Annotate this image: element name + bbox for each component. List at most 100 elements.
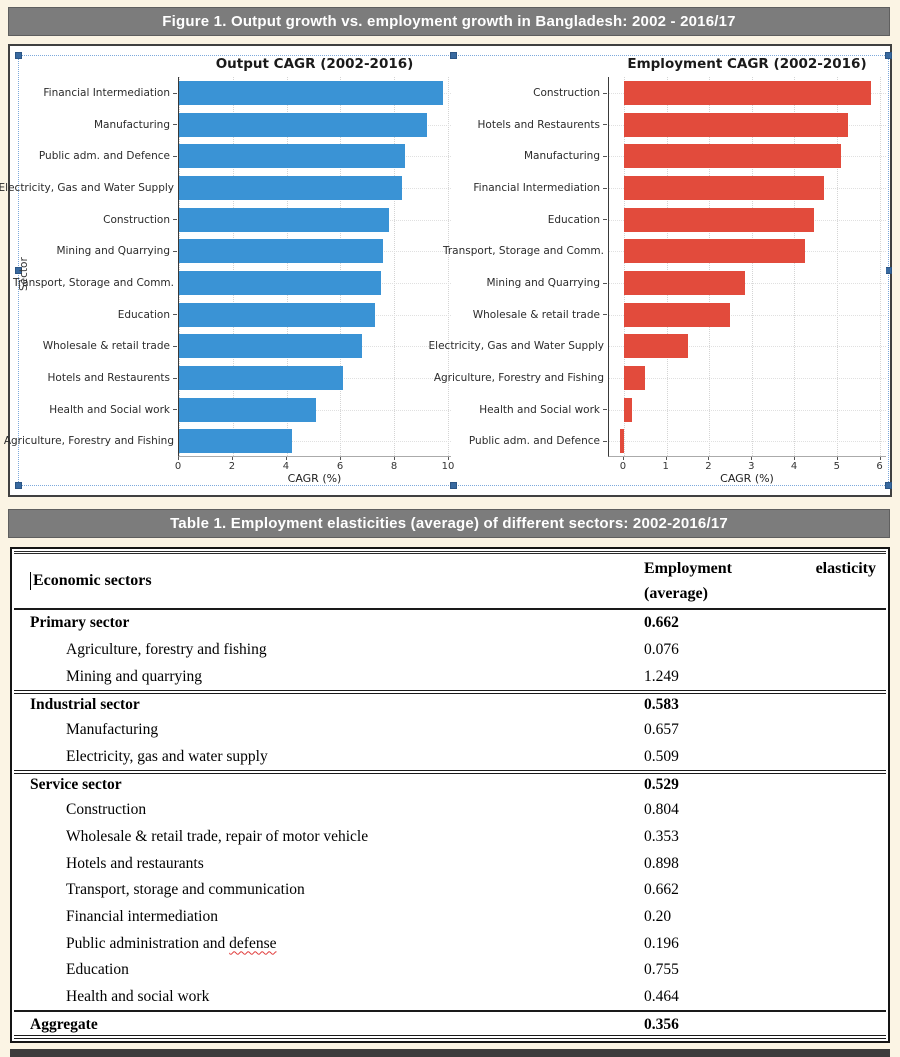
selection-handle-middle-left[interactable] xyxy=(15,266,22,274)
category-label: Electricity, Gas and Water Supply xyxy=(428,340,604,353)
misspelled-word: defense xyxy=(229,934,277,952)
category-label: Manufacturing xyxy=(19,109,177,141)
sector-name: Financial intermediation xyxy=(66,907,218,925)
x-tick-label: 0 xyxy=(174,461,182,472)
vertical-gridline xyxy=(709,77,711,456)
sector-name: Wholesale & retail trade, repair of moto… xyxy=(66,827,369,845)
bar xyxy=(179,239,384,264)
vertical-gridline xyxy=(836,77,838,456)
bar xyxy=(179,302,376,327)
table-row: Service sector 0.529 xyxy=(14,770,886,797)
table-row: Wholesale & retail trade, repair of moto… xyxy=(14,824,886,851)
bar xyxy=(179,365,344,390)
y-tick-mark xyxy=(603,92,607,94)
selection-handle-bottom-right[interactable] xyxy=(885,482,892,489)
selection-handle-top-right[interactable] xyxy=(885,52,892,59)
figure-image-frame[interactable]: Output CAGR (2002-2016) Sector Financial I… xyxy=(0,44,892,497)
x-tick-mark xyxy=(708,457,710,460)
vertical-gridline xyxy=(448,77,450,456)
y-tick-mark xyxy=(603,282,607,284)
y-tick-mark xyxy=(603,219,607,221)
bar xyxy=(179,80,443,105)
x-tick-mark xyxy=(836,457,838,460)
selection-handle-top-left[interactable] xyxy=(15,52,22,59)
elasticity-value: 0.662 xyxy=(644,614,679,632)
x-tick-label: 6 xyxy=(876,461,883,472)
selection-handle-top-middle[interactable] xyxy=(449,52,457,59)
table-row: Health and social work 0.464 xyxy=(14,984,886,1011)
y-tick-mark xyxy=(173,377,177,379)
elasticity-table: Economic sectors Employment elasticity (… xyxy=(10,547,890,1043)
category-label: Public adm. and Defence xyxy=(455,425,607,457)
image-selection-rect: Output CAGR (2002-2016) Sector Financial I… xyxy=(0,52,892,489)
bar xyxy=(179,112,427,137)
plot-area xyxy=(178,77,451,457)
x-tick-mark xyxy=(794,457,796,460)
sector-name: Education xyxy=(66,961,129,979)
sector-name: Industrial sector xyxy=(30,696,140,714)
horizontal-gridline xyxy=(179,441,451,443)
y-tick-mark xyxy=(603,440,607,442)
bar xyxy=(623,365,646,390)
vertical-gridline xyxy=(286,77,288,456)
bar xyxy=(179,270,381,295)
category-label: Education xyxy=(455,204,607,236)
selection-handle-bottom-left[interactable] xyxy=(15,482,22,489)
vertical-gridline xyxy=(623,77,625,456)
y-tick-mark xyxy=(173,219,177,221)
category-label: Financial Intermediation xyxy=(455,172,607,204)
table-row: Electricity, gas and water supply 0.509 xyxy=(14,743,886,770)
column-header-employment-elasticity: Employment elasticity (average) xyxy=(644,560,876,602)
sector-name: Electricity, gas and water supply xyxy=(66,747,268,765)
y-tick-mark xyxy=(173,155,177,157)
y-tick-mark xyxy=(603,409,607,411)
elasticity-value: 0.529 xyxy=(644,776,679,794)
x-tick-mark xyxy=(879,457,881,460)
bar xyxy=(623,334,688,359)
category-label: Mining and Quarrying xyxy=(455,267,607,299)
vertical-gridline xyxy=(666,77,668,456)
sector-name: Public administration and defense xyxy=(66,934,277,952)
x-tick-label: 4 xyxy=(282,461,290,472)
elasticity-value: 0.353 xyxy=(644,827,679,845)
table-row: Financial intermediation 0.20 xyxy=(14,904,886,931)
chart-title: Output CAGR (2002-2016) xyxy=(215,56,414,72)
bar xyxy=(623,112,848,137)
elasticity-value: 0.804 xyxy=(644,801,679,819)
bar xyxy=(620,429,624,454)
y-tick-mark xyxy=(603,155,607,157)
category-label: Hotels and Restaurents xyxy=(455,109,607,141)
table-header-bar: Table 1. Employment elasticities (averag… xyxy=(8,509,890,538)
chart-title: Employment CAGR (2002-2016) xyxy=(627,56,867,72)
x-tick-label: 10 xyxy=(441,461,455,472)
horizontal-gridline xyxy=(609,441,886,443)
selection-handle-bottom-middle[interactable] xyxy=(449,482,457,489)
category-label: Transport, Storage and Comm. xyxy=(12,277,174,289)
category-label: Manufacturing xyxy=(455,140,607,172)
x-tick-mark xyxy=(285,457,287,460)
x-tick-mark xyxy=(394,457,396,460)
x-tick-label: 2 xyxy=(705,461,712,472)
x-tick-label: 8 xyxy=(390,461,398,472)
horizontal-gridline xyxy=(609,346,886,348)
y-tick-mark xyxy=(173,92,177,94)
elasticity-value: 0.662 xyxy=(644,881,679,899)
x-axis: 0 1 2 3 4 5 6 xyxy=(608,457,886,473)
category-label: Wholesale & retail trade xyxy=(455,299,607,331)
x-tick-mark xyxy=(178,457,179,460)
elasticity-value: 0.196 xyxy=(644,934,679,952)
table-row: Agriculture, forestry and fishing 0.076 xyxy=(14,637,886,664)
column-header-economic-sectors: Economic sectors xyxy=(14,554,644,608)
horizontal-gridline xyxy=(609,282,886,284)
vertical-gridline xyxy=(394,77,396,456)
bar xyxy=(623,239,805,264)
bar xyxy=(179,207,389,232)
bar xyxy=(623,397,632,422)
category-label: Construction xyxy=(19,204,177,236)
y-tick-mark xyxy=(173,250,177,252)
table-row: Public administration and defense 0.196 xyxy=(14,930,886,957)
category-label: Education xyxy=(19,299,177,331)
vertical-gridline xyxy=(179,77,180,456)
category-label: Financial Intermediation xyxy=(19,77,177,109)
table-row: Aggregate 0.356 xyxy=(14,1010,886,1037)
